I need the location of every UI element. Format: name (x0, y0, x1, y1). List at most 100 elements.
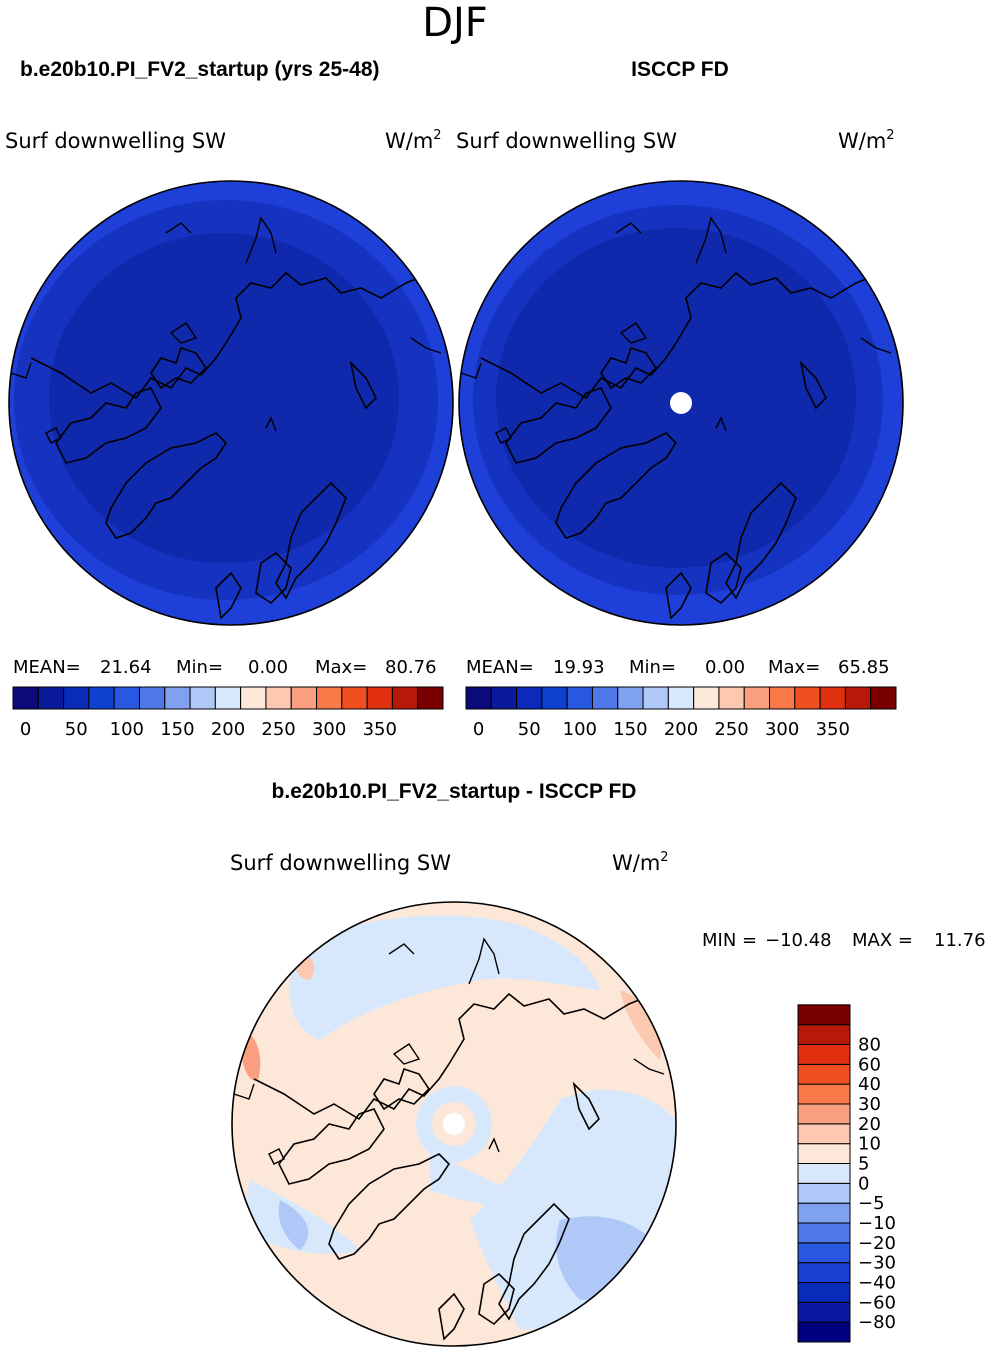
panel-model-colorbar-swatch (88, 686, 115, 710)
panel-obs-variable: Surf downwelling SW (456, 129, 677, 153)
panel-diff-colorbar-tick-label: −30 (858, 1253, 896, 1274)
panel-obs-colorbar: 0 50 100 150 200 250 300 350 (465, 686, 897, 740)
svg-text:Max=: Max= (768, 657, 820, 678)
panel-diff-map-border (231, 901, 677, 1347)
panel-diff-colorbar-swatch (797, 1143, 851, 1164)
svg-text:19.93: 19.93 (553, 657, 605, 678)
panel-diff-colorbar-tick-label: 60 (858, 1054, 881, 1075)
panel-diff-colorbar-tick-label: −5 (858, 1193, 885, 1214)
season-title: DJF (422, 0, 488, 46)
panel-obs: ISCCP FD Surf downwelling SW W/m2 MEAN= … (456, 58, 904, 740)
panel-obs-colorbar-swatch (591, 686, 619, 710)
panel-diff-map (232, 902, 676, 1346)
panel-diff-colorbar-swatch (797, 1044, 851, 1065)
panel-diff-colorbar-tick-label: 30 (858, 1094, 881, 1115)
panel-obs-map-border (458, 180, 904, 626)
panel-diff-title: b.e20b10.PI_FV2_startup - ISCCP FD (272, 780, 637, 803)
panel-model-colorbar-swatch (366, 686, 393, 710)
panel-obs-colorbar-swatch (465, 686, 492, 710)
panel-diff-colorbar-swatch (797, 1242, 851, 1264)
panel-obs-colorbar-tick-label: 300 (765, 719, 799, 740)
panel-obs-colorbar-swatch (490, 686, 518, 710)
svg-text:MEAN=: MEAN= (466, 657, 534, 678)
panel-obs-colorbar-swatch (642, 686, 669, 710)
panel-model-colorbar-swatch (138, 686, 166, 710)
panel-diff-colorbar-swatch (797, 1103, 851, 1125)
panel-obs-colorbar-swatch (844, 686, 872, 710)
svg-text:−10.48: −10.48 (765, 930, 832, 951)
svg-text:MAX =: MAX = (852, 930, 913, 951)
panel-obs-colorbar-swatch (693, 686, 720, 710)
panel-diff-colorbar-swatch (797, 1202, 851, 1224)
panel-model: b.e20b10.PI_FV2_startup (yrs 25-48) Surf… (5, 58, 454, 740)
panel-model-colorbar-tick-label: 100 (110, 719, 144, 740)
svg-text:0.00: 0.00 (248, 657, 288, 678)
svg-text:21.64: 21.64 (100, 657, 152, 678)
panel-model-stats: MEAN= 21.64 Min= 0.00 Max= 80.76 (13, 657, 437, 678)
panel-obs-colorbar-swatch (794, 686, 821, 710)
panel-model-colorbar-swatch (341, 686, 368, 710)
panel-diff-colorbar-tick-label: 10 (858, 1134, 881, 1155)
panel-model-colorbar-tick-label: 150 (160, 719, 194, 740)
panel-diff-colorbar-swatch (797, 1083, 851, 1105)
panel-obs-colorbar-tick-label: 0 (473, 719, 484, 740)
panel-model-units: W/m2 (385, 128, 442, 153)
panel-model-colorbar-swatch (214, 686, 242, 710)
panel-diff-colorbar-tick-label: 5 (858, 1154, 869, 1175)
panel-obs-colorbar-swatch (617, 686, 644, 710)
panel-model-colorbar-tick-label: 300 (312, 719, 346, 740)
panel-diff-colorbar-swatch (797, 1004, 851, 1026)
panel-diff-colorbar-swatch (797, 1282, 851, 1303)
panel-diff-colorbar-tick-label: −10 (858, 1213, 896, 1234)
svg-text:65.85: 65.85 (838, 657, 890, 678)
panel-obs-stats: MEAN= 19.93 Min= 0.00 Max= 65.85 (466, 657, 890, 678)
panel-model-colorbar-swatch (164, 686, 191, 710)
panel-diff-colorbar-swatch (797, 1321, 851, 1343)
panel-model-colorbar-tick-label: 250 (261, 719, 295, 740)
panel-model-colorbar-swatch (316, 686, 343, 710)
panel-model-colorbar-swatch (240, 686, 267, 710)
panel-diff-colorbar-tick-label: 80 (858, 1035, 881, 1056)
svg-text:Min=: Min= (629, 657, 676, 678)
svg-text:11.76: 11.76 (934, 930, 986, 951)
svg-text:Max=: Max= (315, 657, 367, 678)
panel-model-title: b.e20b10.PI_FV2_startup (yrs 25-48) (20, 58, 380, 81)
svg-text:0.00: 0.00 (705, 657, 745, 678)
panel-diff-colorbar-tick-label: −60 (858, 1292, 896, 1313)
panel-obs-colorbar-swatch (870, 686, 897, 710)
panel-obs-colorbar-tick-label: 150 (613, 719, 647, 740)
panel-model-map (9, 181, 453, 625)
panel-diff-colorbar-tick-label: −80 (858, 1312, 896, 1333)
panel-diff-colorbar-swatch (797, 1301, 851, 1323)
panel-obs-colorbar-swatch (667, 686, 695, 710)
panel-obs-colorbar-tick-label: 200 (664, 719, 698, 740)
panel-obs-colorbar-swatch (769, 686, 796, 710)
panel-model-colorbar-tick-label: 200 (211, 719, 245, 740)
panel-model-colorbar-swatch (391, 686, 419, 710)
panel-model-colorbar-tick-label: 0 (20, 719, 31, 740)
panel-obs-colorbar-tick-label: 100 (563, 719, 597, 740)
panel-diff-colorbar-swatch (797, 1182, 851, 1204)
panel-model-colorbar: 0 50 100 150 200 250 300 350 (12, 686, 444, 740)
panel-obs-units: W/m2 (838, 128, 895, 153)
panel-diff-colorbar-swatch (797, 1123, 851, 1145)
panel-model-colorbar-swatch (265, 686, 292, 710)
panel-obs-colorbar-swatch (566, 686, 593, 710)
panel-diff-colorbar-tick-label: 40 (858, 1074, 881, 1095)
panel-obs-colorbar-swatch (516, 686, 543, 710)
panel-obs-colorbar-swatch (541, 686, 568, 710)
svg-text:MEAN=: MEAN= (13, 657, 81, 678)
panel-diff-colorbar-tick-label: 0 (858, 1173, 869, 1194)
panel-model-colorbar-swatch (12, 686, 39, 710)
svg-text:Min=: Min= (176, 657, 223, 678)
panel-model-colorbar-swatch (113, 686, 140, 710)
panel-model-colorbar-swatch (63, 686, 90, 710)
panel-obs-colorbar-tick-label: 350 (816, 719, 850, 740)
panel-diff-variable: Surf downwelling SW (230, 851, 451, 875)
panel-model-colorbar-tick-label: 50 (65, 719, 88, 740)
panel-obs-colorbar-tick-label: 50 (518, 719, 541, 740)
panel-model-map-border (8, 180, 454, 626)
panel-obs-title: ISCCP FD (631, 58, 729, 81)
